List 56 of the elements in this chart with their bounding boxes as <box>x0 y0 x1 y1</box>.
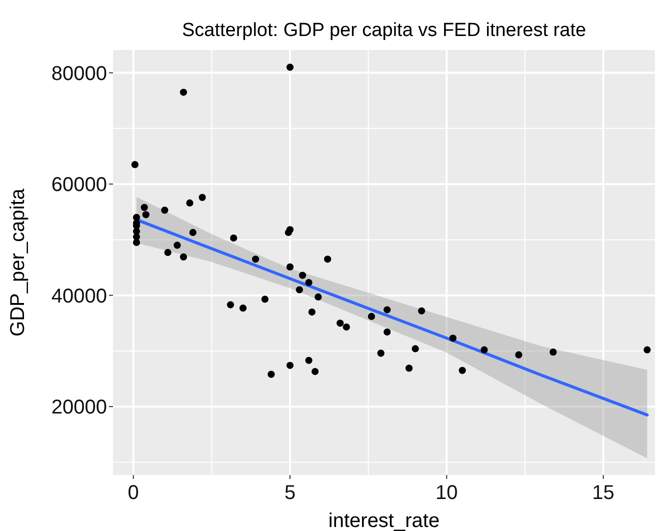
point <box>161 206 168 214</box>
point <box>180 253 188 260</box>
point <box>268 370 275 378</box>
y-tick-label: 80000 <box>51 62 107 85</box>
x-tick-label: 15 <box>592 482 614 504</box>
point <box>252 256 260 263</box>
point <box>286 64 294 71</box>
y-tick-label: 20000 <box>51 396 107 419</box>
point <box>342 323 350 331</box>
point <box>418 307 426 314</box>
point <box>368 312 376 320</box>
point <box>239 304 247 312</box>
point <box>198 194 206 201</box>
point <box>131 161 138 168</box>
point <box>412 345 419 352</box>
point <box>305 278 312 286</box>
point <box>384 328 391 336</box>
point <box>286 263 294 271</box>
point <box>314 293 322 301</box>
point <box>226 301 234 308</box>
point <box>189 228 196 236</box>
point <box>186 199 194 207</box>
x-tick-label: 0 <box>128 482 139 504</box>
point <box>230 234 238 242</box>
y-tick-label: 40000 <box>51 285 107 308</box>
point <box>449 334 456 342</box>
point <box>298 272 306 279</box>
point <box>164 248 172 256</box>
y-tick-label: 60000 <box>51 174 107 196</box>
point <box>180 88 188 96</box>
point <box>312 368 319 376</box>
point <box>515 351 522 358</box>
point <box>480 346 488 354</box>
point <box>458 366 466 374</box>
x-tick-label: 10 <box>436 482 458 504</box>
point <box>142 211 150 218</box>
point <box>384 306 391 314</box>
point <box>336 320 344 327</box>
y-axis-title: GDP_per_capita <box>7 188 29 336</box>
point <box>377 350 384 357</box>
point <box>132 238 140 246</box>
point <box>324 256 332 263</box>
x-axis-title: interest_rate <box>328 510 440 531</box>
chart-title: Scatterplot: GDP per capita vs FED itnerest rate <box>182 20 586 41</box>
point <box>261 296 269 303</box>
point <box>308 308 316 316</box>
point <box>405 364 413 372</box>
point <box>550 348 557 356</box>
point <box>296 286 303 294</box>
point <box>644 346 651 354</box>
point <box>286 226 294 234</box>
point <box>305 356 312 364</box>
x-tick-label: 5 <box>284 482 296 504</box>
point <box>140 204 148 211</box>
point <box>286 362 294 369</box>
point <box>174 242 181 249</box>
